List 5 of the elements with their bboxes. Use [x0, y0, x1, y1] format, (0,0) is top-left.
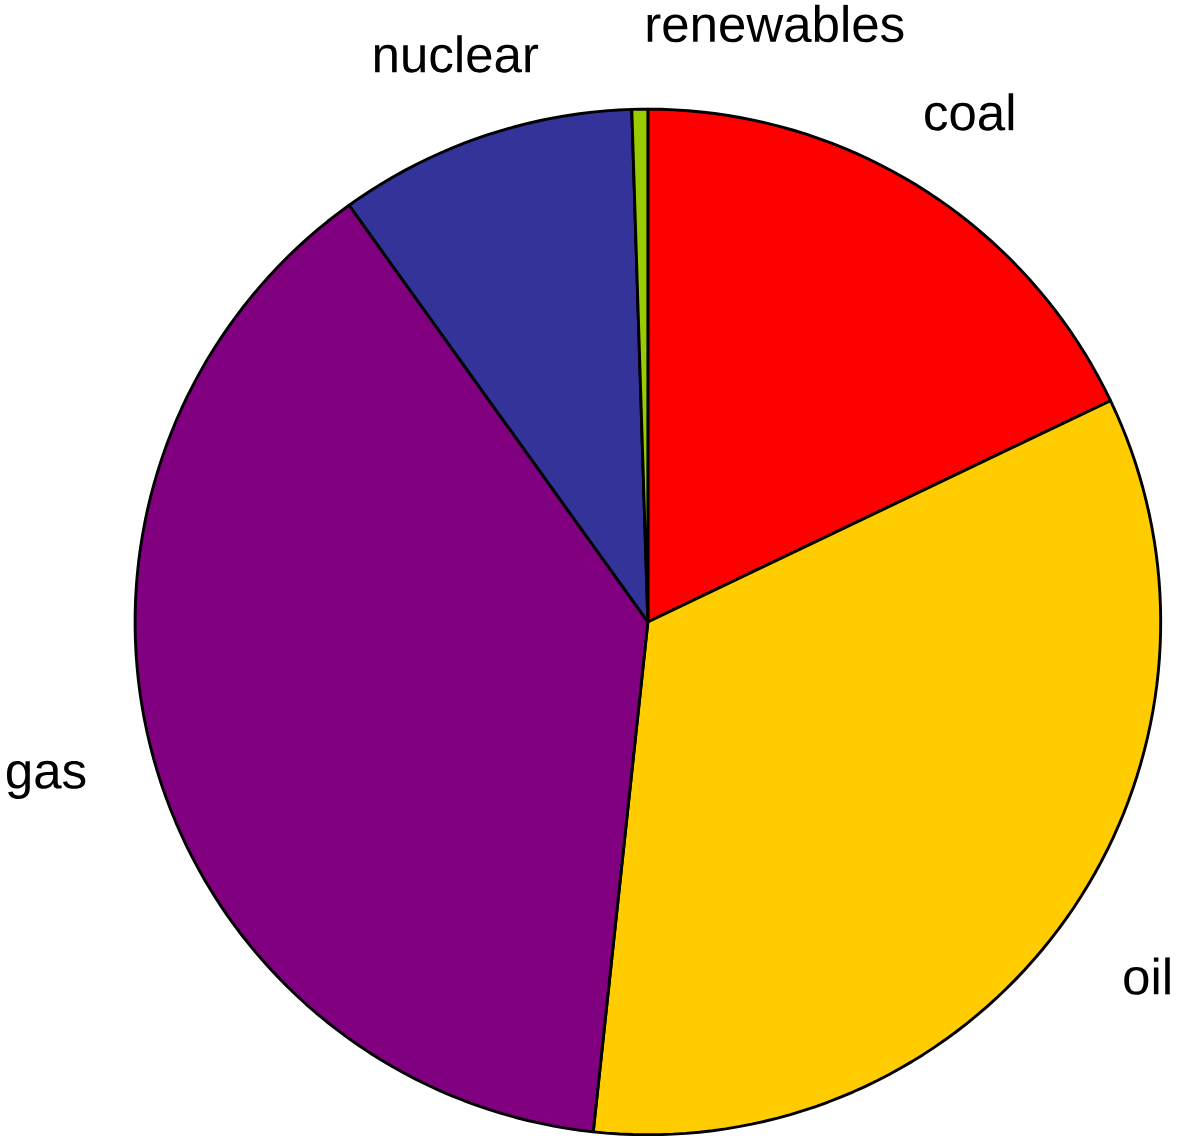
slice-label: renewables: [647, 4, 904, 43]
slice-label: oil: [1124, 957, 1170, 995]
slice-label: gas: [7, 760, 86, 799]
slice-label: coal: [925, 93, 1014, 131]
slice-label: nuclear: [374, 35, 539, 73]
